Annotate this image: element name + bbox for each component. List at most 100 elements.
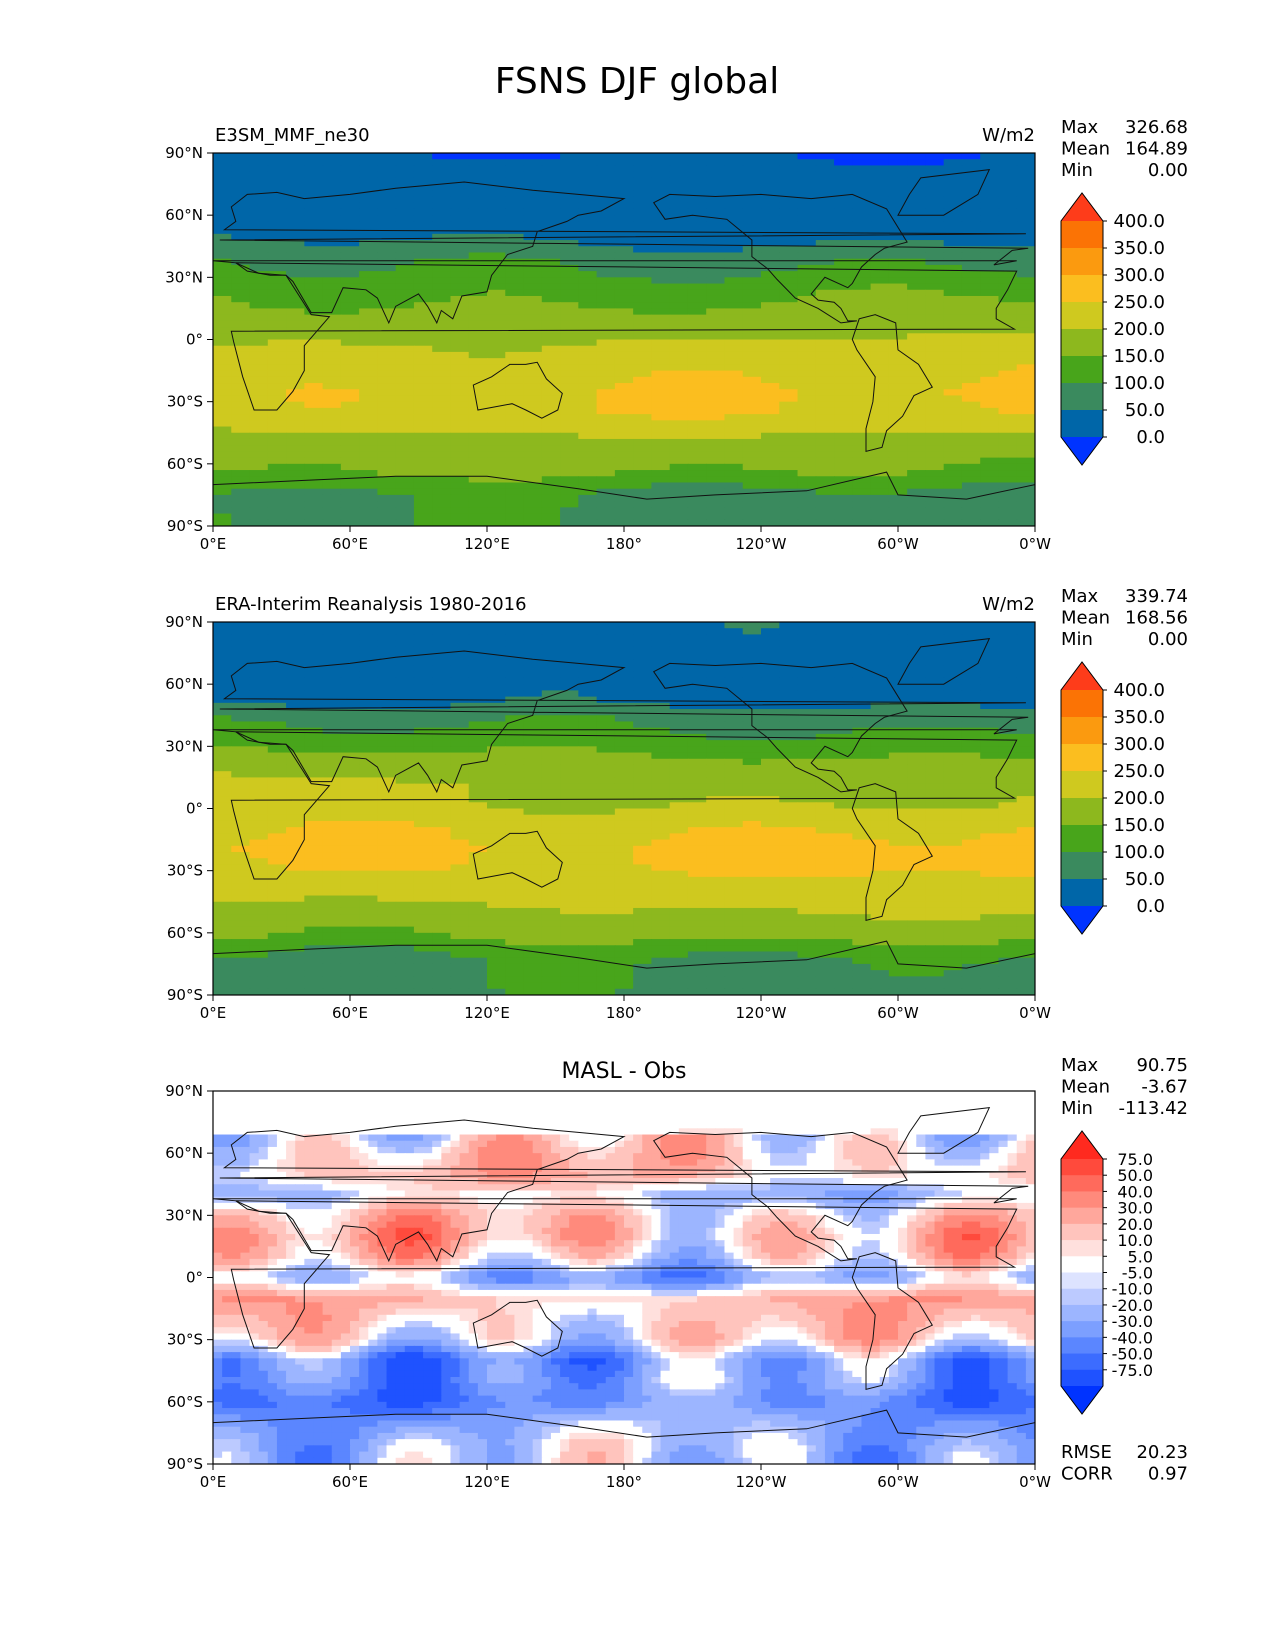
map-cell [359, 414, 378, 421]
map-cell [706, 883, 726, 890]
map-cell [450, 802, 470, 810]
map-cell [925, 907, 945, 915]
map-cell [413, 808, 433, 816]
map-cell [633, 314, 652, 322]
map-cell [925, 789, 945, 797]
map-cell [724, 833, 744, 841]
map-cell [1016, 295, 1035, 303]
map-cell [651, 389, 671, 397]
map-cell [888, 289, 908, 297]
map-cell [487, 858, 506, 866]
map-cell [505, 789, 525, 797]
colorbar-seg [1061, 383, 1103, 411]
map-cell [925, 221, 945, 229]
map-cell [742, 351, 762, 359]
map-cell [395, 914, 415, 921]
map-cell [815, 640, 835, 648]
map-cell [761, 271, 780, 278]
map-cell [724, 482, 744, 490]
map-cell [852, 289, 872, 297]
map-cell [395, 907, 415, 915]
map-cell [633, 914, 652, 921]
map-cell [834, 202, 853, 210]
map-cell [998, 376, 1018, 384]
map-cell [450, 889, 470, 897]
map-cell [322, 640, 342, 648]
map-cell [487, 513, 506, 521]
map-cell [943, 159, 963, 167]
map-cell [596, 914, 616, 921]
map-cell [578, 634, 598, 642]
map-cell [450, 233, 470, 241]
map-cell [980, 789, 1000, 797]
map-cell [213, 513, 232, 521]
map-cell [432, 283, 452, 291]
map-cell [395, 513, 415, 521]
map-cell [213, 640, 232, 648]
map-cell [395, 345, 415, 353]
map-cell [286, 864, 305, 872]
map-cell [487, 501, 506, 508]
map-cell [395, 507, 415, 515]
map-cell [779, 752, 799, 760]
map-cell [505, 733, 525, 741]
map-cell [286, 783, 305, 791]
map-cell [505, 653, 525, 660]
map-cell [888, 852, 908, 859]
map-cell [888, 470, 908, 477]
map-cell [888, 389, 908, 397]
map-cell [614, 827, 634, 834]
map-cell [633, 364, 652, 372]
map-cell [340, 519, 360, 526]
map-cell [450, 476, 470, 484]
map-cell [724, 808, 744, 816]
map-cell [359, 802, 378, 810]
map-cell [980, 159, 1000, 167]
map-cell [907, 746, 926, 754]
map-cell [687, 653, 707, 660]
map-cell [907, 401, 926, 409]
map-cell [413, 184, 433, 191]
map-cell [395, 308, 415, 316]
map-cell [505, 383, 525, 390]
map-cell [231, 783, 251, 791]
map-cell [541, 727, 561, 735]
map-cell [267, 370, 287, 378]
map-cell [450, 277, 470, 285]
map-cell [377, 494, 397, 502]
map-cell [578, 283, 598, 291]
map-cell [980, 333, 1000, 341]
map-cell [213, 715, 232, 723]
map-cell [413, 208, 433, 216]
map-cell [614, 852, 634, 859]
map-cell [907, 451, 926, 459]
map-cell [779, 401, 799, 409]
map-cell [761, 295, 780, 303]
map-cell [359, 370, 378, 378]
map-cell [651, 420, 671, 428]
map-cell [340, 320, 360, 328]
map-cell [797, 690, 817, 698]
map-cell [961, 870, 981, 878]
map-cell [267, 864, 287, 872]
map-cell [359, 852, 378, 859]
map-cell [943, 870, 963, 878]
map-cell [669, 827, 689, 834]
map-cell [834, 240, 853, 247]
map-cell [815, 295, 835, 303]
map-cell [450, 470, 470, 477]
map-cell [596, 457, 616, 465]
map-cell [815, 339, 835, 347]
map-cell [742, 758, 762, 766]
map-cell [1016, 283, 1035, 291]
map-cell [779, 432, 799, 440]
map-cell [852, 215, 872, 222]
map-cell [779, 802, 799, 810]
map-cell [888, 295, 908, 303]
map-cell [907, 165, 926, 173]
map-cell [249, 283, 269, 291]
map-cell [432, 438, 452, 446]
map-cell [961, 345, 981, 353]
map-cell [450, 777, 470, 785]
map-cell [541, 634, 561, 642]
